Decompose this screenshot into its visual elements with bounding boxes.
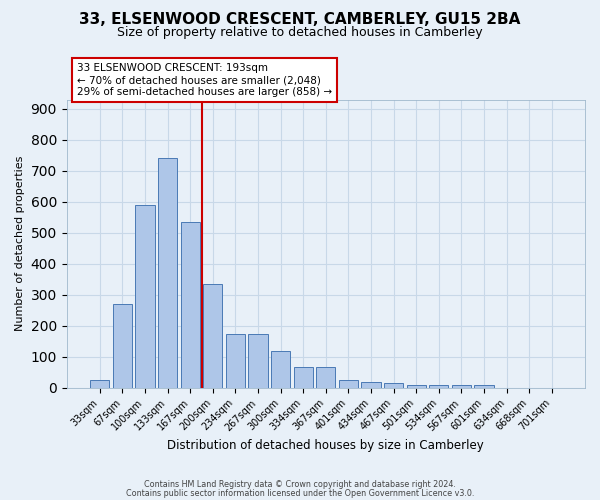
Bar (271, 350, 290, 388)
Bar (316, 367, 335, 388)
Text: Contains HM Land Registry data © Crown copyright and database right 2024.: Contains HM Land Registry data © Crown c… (144, 480, 456, 489)
Bar (475, 385, 494, 388)
Text: 33 ELSENWOOD CRESCENT: 193sqm
← 70% of detached houses are smaller (2,048)
29% o: 33 ELSENWOOD CRESCENT: 193sqm ← 70% of d… (77, 64, 332, 96)
Bar (452, 385, 471, 388)
Bar (113, 304, 132, 388)
Text: Size of property relative to detached houses in Camberley: Size of property relative to detached ho… (117, 26, 483, 39)
Bar (384, 384, 403, 388)
Bar (226, 334, 245, 388)
Bar (181, 222, 200, 388)
Bar (158, 158, 177, 388)
Bar (203, 284, 223, 388)
Bar (429, 385, 448, 388)
Bar (339, 380, 358, 388)
Bar (361, 382, 380, 388)
Text: Contains public sector information licensed under the Open Government Licence v3: Contains public sector information licen… (126, 489, 474, 498)
Bar (248, 334, 268, 388)
Bar (407, 385, 426, 388)
Bar (136, 205, 155, 388)
Bar (293, 367, 313, 388)
Bar (90, 380, 109, 388)
Text: 33, ELSENWOOD CRESCENT, CAMBERLEY, GU15 2BA: 33, ELSENWOOD CRESCENT, CAMBERLEY, GU15 … (79, 12, 521, 26)
Y-axis label: Number of detached properties: Number of detached properties (15, 156, 25, 332)
X-axis label: Distribution of detached houses by size in Camberley: Distribution of detached houses by size … (167, 440, 484, 452)
